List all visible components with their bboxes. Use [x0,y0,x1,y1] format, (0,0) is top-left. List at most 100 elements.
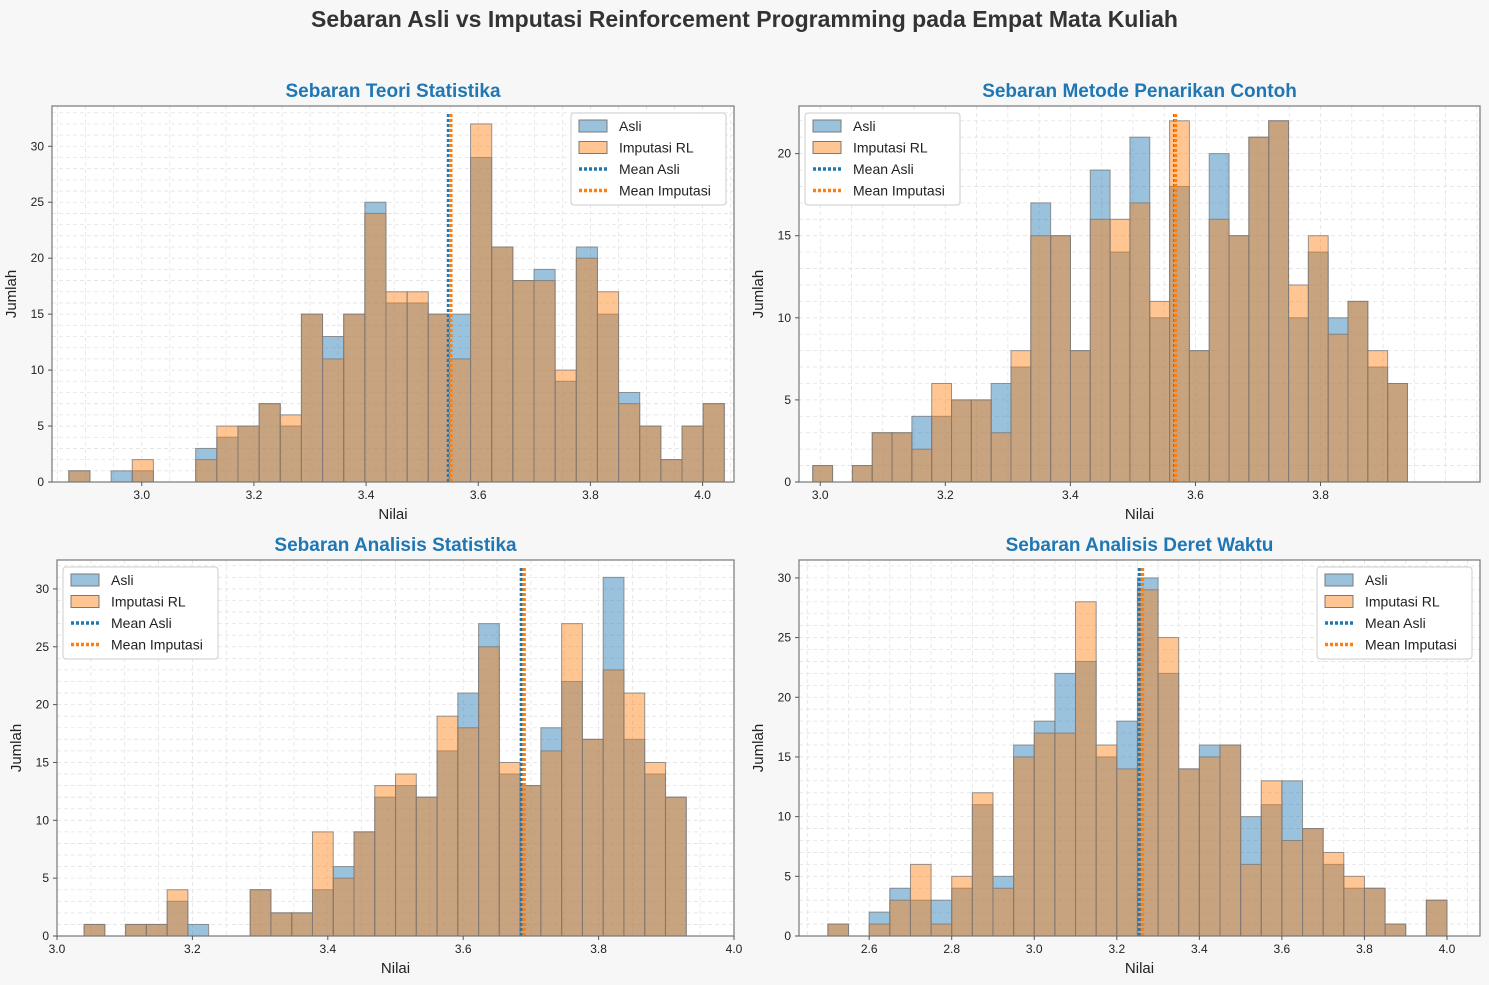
legend-label: Imputasi RL [619,140,694,156]
imputasi-bar [990,432,1012,483]
imputasi-bar [353,831,376,937]
bars [827,577,1448,937]
imputasi-bar [1054,732,1077,937]
legend-swatch [1324,573,1354,587]
y-tick-label: 5 [784,393,791,407]
chart-title: Sebaran Metode Penarikan Contoh [982,81,1297,102]
y-tick-label: 20 [778,147,792,161]
imputasi-bar [1240,863,1262,937]
y-tick-label: 30 [778,571,792,585]
legend-label: Mean Imputasi [111,637,203,653]
legend-label: Mean Asli [853,161,914,177]
imputasi-bar [1198,756,1221,937]
x-axis-label: Nilai [1125,506,1154,523]
y-tick-label: 10 [31,363,45,377]
imputasi-bar [1327,333,1349,483]
x-tick-label: 3.0 [133,488,150,502]
imputasi-bar [1281,840,1304,937]
legend-swatch [70,573,100,587]
legend: Asli Imputasi RL Mean Asli Mean Imputasi [1316,566,1473,660]
legend-label: Mean Imputasi [619,183,711,199]
y-tick-label: 0 [42,929,49,943]
imputasi-bar [1050,235,1071,483]
imputasi-bar [575,257,598,483]
bars [83,576,687,937]
x-tick-label: 3.0 [1026,942,1043,956]
imputasi-bar [491,246,514,483]
legend-box [804,112,961,206]
imputasi-bar [249,889,272,937]
legend-label: Imputasi RL [853,140,928,156]
imputasi-bar [1219,744,1242,937]
legend-label: Asli [619,118,642,134]
legend-swatch [578,141,608,154]
imputasi-bar [1069,350,1091,483]
y-axis-label: Jumlah [750,724,767,772]
imputasi-bar [911,448,933,483]
imputasi-bar [533,280,556,483]
x-tick-label: 3.2 [937,488,954,502]
bars [812,120,1408,483]
x-tick-label: 3.4 [319,942,336,956]
imputasi-bar [930,923,953,937]
legend-box [1316,566,1473,660]
imputasi-bar [554,369,577,483]
imputasi-bar [664,796,687,937]
x-tick-label: 3.4 [358,488,375,502]
imputasi-bar [581,738,604,937]
asli-bar [110,470,133,483]
imputasi-bar [322,358,345,483]
imputasi-bar [279,414,302,483]
x-tick-label: 3.8 [1312,488,1329,502]
y-tick-label: 20 [31,251,45,265]
imputasi-bar [681,425,704,483]
imputasi-bar [1248,136,1270,483]
imputasi-bar [68,470,91,483]
imputasi-bar [992,887,1015,937]
y-tick-label: 5 [42,871,49,885]
x-tick-label: 2.8 [943,942,960,956]
imputasi-bar [1228,235,1250,483]
imputasi-bar [1367,350,1389,483]
imputasi-bar [660,459,683,483]
legend-label: Asli [853,118,876,134]
x-tick-label: 4.0 [1439,942,1456,956]
legend-swatch [578,119,608,133]
y-tick-label: 15 [778,229,792,243]
imputasi-bar [1116,768,1138,937]
imputasi-bar [931,382,953,483]
y-tick-label: 20 [778,690,792,704]
y-tick-label: 15 [36,755,50,769]
y-tick-label: 10 [778,311,792,325]
imputasi-bar [1010,350,1032,483]
imputasi-bar [1030,235,1052,483]
imputasi-bar [1425,899,1448,937]
y-tick-label: 10 [36,813,50,827]
imputasi-bar [374,785,397,937]
imputasi-bar [364,212,387,483]
legend-label: Mean Imputasi [1365,637,1457,653]
imputasi-bar [131,459,154,483]
imputasi-bar [1075,601,1097,937]
legend-label: Imputasi RL [111,594,186,610]
legend-label: Mean Asli [1365,615,1426,631]
imputasi-bar [891,432,913,483]
imputasi-bar [1149,300,1171,483]
imputasi-bar [1384,923,1407,937]
imputasi-bar [596,291,620,483]
imputasi-bar [1208,218,1230,483]
legend-label: Asli [111,572,134,588]
imputasi-bar [1302,828,1324,937]
imputasi-bar [1178,768,1200,937]
imputasi-bar [332,877,355,937]
legend: Asli Imputasi RL Mean Asli Mean Imputasi [570,112,727,206]
x-tick-label: 4.0 [726,942,743,956]
imputasi-bar [512,280,535,483]
x-tick-label: 4.0 [694,488,711,502]
imputasi-bar [644,761,666,937]
imputasi-bar [1157,637,1180,937]
imputasi-bar [216,425,239,483]
imputasi-bar [470,123,493,483]
imputasi-bar [1322,851,1345,937]
